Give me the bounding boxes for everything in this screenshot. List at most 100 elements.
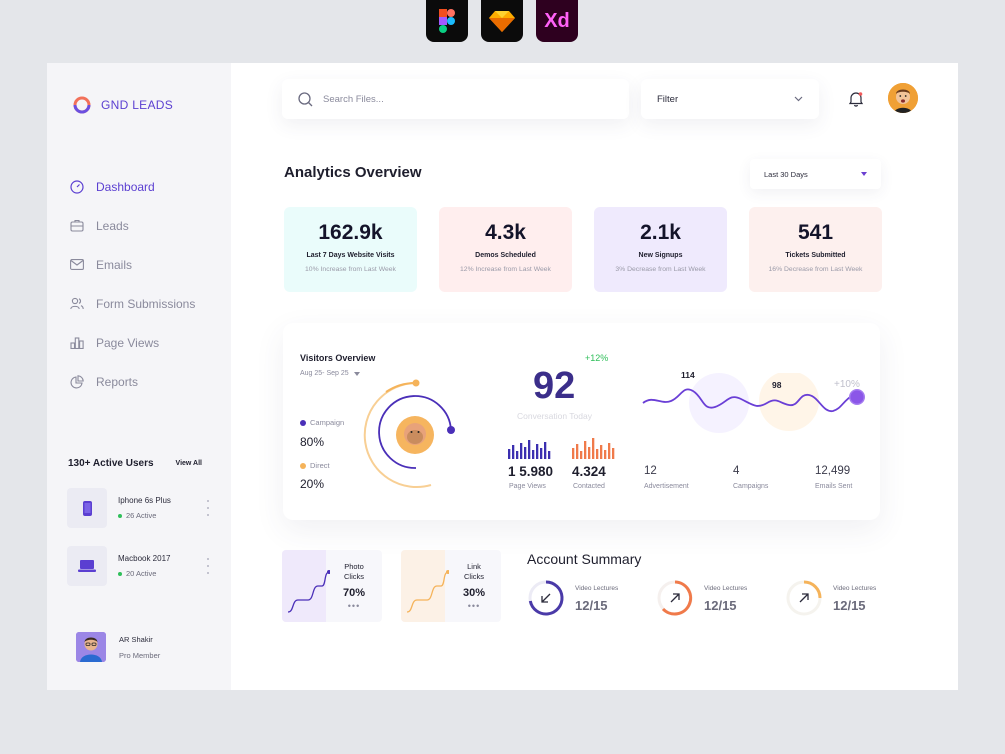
- app-name: GND LEADS: [101, 98, 174, 112]
- direct-value: 20%: [300, 477, 325, 491]
- account-item[interactable]: Video Lectures 12/15: [526, 578, 636, 618]
- account-summary-title: Account Summary: [527, 551, 642, 567]
- sidebar-nav: Dashboard Leads Emails Form Submissions …: [69, 167, 195, 401]
- account-item-label: Video Lectures: [833, 585, 877, 592]
- phone-icon: [67, 488, 107, 528]
- users-icon: [69, 296, 84, 311]
- search-icon: [298, 91, 313, 106]
- legend-direct: Direct: [300, 461, 330, 470]
- more-options-icon[interactable]: [207, 500, 210, 516]
- caret-down-icon: [861, 172, 867, 176]
- legend-label: Campaign: [310, 418, 345, 427]
- bar-chart-icon: [69, 335, 84, 350]
- filter-label: Filter: [657, 93, 679, 105]
- device-item-iphone[interactable]: Iphone 6s Plus 26 Active: [67, 488, 210, 528]
- click-label: Photo Clicks: [332, 562, 376, 582]
- sidebar-item-label: Dashboard: [96, 179, 155, 194]
- account-item[interactable]: Video Lectures 12/15: [784, 578, 894, 618]
- xd-icon: Xd: [536, 0, 578, 42]
- more-options-icon[interactable]: [207, 558, 210, 574]
- sidebar-item-label: Page Views: [96, 335, 160, 350]
- sidebar-item-label: Leads: [96, 218, 129, 233]
- visitors-date-dropdown[interactable]: Aug 25- Sep 25: [300, 370, 360, 377]
- stat-card-website-visits[interactable]: 162.9k Last 7 Days Website Visits 10% In…: [284, 207, 417, 292]
- conversation-count: 92: [533, 365, 576, 407]
- sidebar-item-leads[interactable]: Leads: [69, 206, 195, 245]
- sidebar-item-reports[interactable]: Reports: [69, 362, 195, 401]
- orbit-marker: [412, 379, 420, 387]
- stat-card-tickets[interactable]: 541 Tickets Submitted 16% Decrease from …: [749, 207, 882, 292]
- click-value: 30%: [462, 587, 486, 599]
- campaigns-label: Campaigns: [733, 483, 769, 490]
- stat-label: Last 7 Days Website Visits: [306, 252, 395, 259]
- stat-label: Tickets Submitted: [785, 252, 846, 259]
- page-views-sparkbars: [508, 440, 551, 459]
- photo-clicks-card[interactable]: Photo Clicks 70% •••: [282, 550, 382, 622]
- campaigns-value: 4: [733, 465, 740, 477]
- stat-change: 10% Increase from Last Week: [305, 266, 396, 273]
- dashboard-window: GND LEADS Dashboard Leads Emails Form Su…: [47, 63, 958, 690]
- sidebar: GND LEADS Dashboard Leads Emails Form Su…: [47, 63, 231, 690]
- legend-dot: [300, 419, 306, 426]
- legend-dot: [300, 462, 306, 469]
- arrow-up-right-icon: [799, 593, 809, 603]
- status-dot: [118, 513, 122, 518]
- conversation-label: Conversation Today: [517, 411, 592, 421]
- wave-line-chart: [642, 373, 865, 433]
- account-item-label: Video Lectures: [575, 585, 619, 592]
- advertisement-value: 12: [644, 465, 657, 477]
- visitors-date: Aug 25- Sep 25: [300, 370, 349, 377]
- filter-dropdown[interactable]: Filter: [641, 79, 819, 119]
- stat-change: 3% Decrease from Last Week: [615, 266, 706, 273]
- bell-icon[interactable]: [848, 91, 864, 107]
- sidebar-item-label: Form Submissions: [96, 296, 196, 311]
- click-label: Link Clicks: [452, 562, 496, 582]
- legend-campaign: Campaign: [300, 418, 344, 427]
- legend-label: Direct: [310, 461, 330, 470]
- sidebar-item-dashboard[interactable]: Dashboard: [69, 167, 195, 206]
- account-item-value: 12/15: [833, 598, 866, 613]
- page-views-label: Page Views: [509, 483, 546, 490]
- status-dot: [118, 571, 122, 576]
- active-users-title: 130+ Active Users: [68, 458, 154, 469]
- stat-value: 2.1k: [640, 221, 681, 244]
- more-dots-icon[interactable]: •••: [467, 601, 481, 611]
- sidebar-item-emails[interactable]: Emails: [69, 245, 195, 284]
- gauge-icon: [69, 179, 84, 194]
- pie-chart-icon: [69, 374, 84, 389]
- photo-clicks-stair-chart: [287, 570, 330, 613]
- campaign-value: 80%: [300, 435, 325, 449]
- click-label-line1: Photo: [344, 562, 364, 571]
- profile-name: AR Shakir: [119, 634, 153, 644]
- avatar[interactable]: [888, 83, 918, 113]
- view-all-link[interactable]: View All: [175, 460, 202, 467]
- account-item-label: Video Lectures: [704, 585, 748, 592]
- change-badge: +12%: [585, 353, 609, 363]
- contacted-value: 4.324: [572, 464, 606, 479]
- briefcase-icon: [69, 218, 84, 233]
- advertisement-label: Advertisement: [644, 483, 689, 490]
- arrow-up-right-icon: [670, 593, 680, 603]
- sidebar-item-form-submissions[interactable]: Form Submissions: [69, 284, 195, 323]
- link-clicks-stair-chart: [406, 570, 449, 613]
- device-item-macbook[interactable]: Macbook 2017 20 Active: [67, 546, 210, 586]
- link-clicks-card[interactable]: Link Clicks 30% •••: [401, 550, 501, 622]
- stat-card-demos[interactable]: 4.3k Demos Scheduled 12% Increase from L…: [439, 207, 572, 292]
- more-dots-icon[interactable]: •••: [347, 601, 361, 611]
- stat-card-signups[interactable]: 2.1k New Signups 3% Decrease from Last W…: [594, 207, 727, 292]
- page-views-value: 1 5.980: [508, 464, 554, 479]
- click-label-line2: Clicks: [344, 572, 364, 581]
- stat-label: New Signups: [638, 252, 683, 259]
- date-range-dropdown[interactable]: Last 30 Days: [750, 159, 881, 189]
- stat-value: 162.9k: [318, 221, 383, 244]
- device-name: Macbook 2017: [118, 554, 171, 563]
- stat-value: 541: [797, 221, 834, 244]
- user-profile[interactable]: AR Shakir Pro Member: [76, 632, 160, 662]
- search-input[interactable]: Search Files...: [282, 79, 629, 119]
- account-item[interactable]: Video Lectures 12/15: [655, 578, 765, 618]
- date-range-label: Last 30 Days: [764, 169, 808, 179]
- stat-change: 16% Decrease from Last Week: [768, 266, 863, 273]
- contacted-sparkbars: [572, 438, 615, 459]
- caret-down-icon: [353, 371, 360, 376]
- sidebar-item-page-views[interactable]: Page Views: [69, 323, 195, 362]
